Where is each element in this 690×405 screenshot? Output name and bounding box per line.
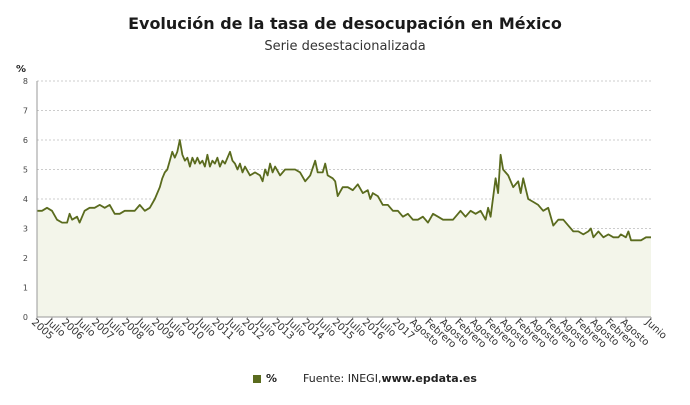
x-tick-labels: 2005Julio2006Julio2007Julio2008Julio2009… [29, 316, 669, 350]
y-tick-label: 5 [23, 166, 28, 175]
legend-swatch[interactable] [253, 374, 261, 383]
legend-series-label[interactable]: % [266, 372, 278, 385]
y-tick-label: 7 [23, 107, 28, 116]
y-axis-unit: % [16, 64, 27, 75]
y-tick-label: 2 [23, 254, 28, 263]
y-tick-label: 4 [23, 195, 28, 204]
chart-subtitle: Serie desestacionalizada [264, 39, 426, 54]
series-line[interactable] [37, 139, 651, 242]
y-tick-label: 3 [23, 225, 28, 234]
y-tick-label: 0 [23, 313, 28, 322]
y-tick-labels: 0 1 2 3 4 5 6 7 8 [23, 77, 28, 322]
source-link[interactable]: www.epdata.es [381, 372, 477, 385]
series-area [37, 140, 651, 317]
legend: % Fuente: INEGI, www.epdata.es [253, 372, 477, 385]
chart-title: Evolución de la tasa de desocupación en … [128, 14, 562, 33]
y-tick-label: 6 [23, 136, 28, 145]
y-tick-label: 8 [23, 77, 28, 86]
y-tick-label: 1 [23, 284, 28, 293]
source-prefix: Fuente: INEGI, [303, 372, 382, 385]
